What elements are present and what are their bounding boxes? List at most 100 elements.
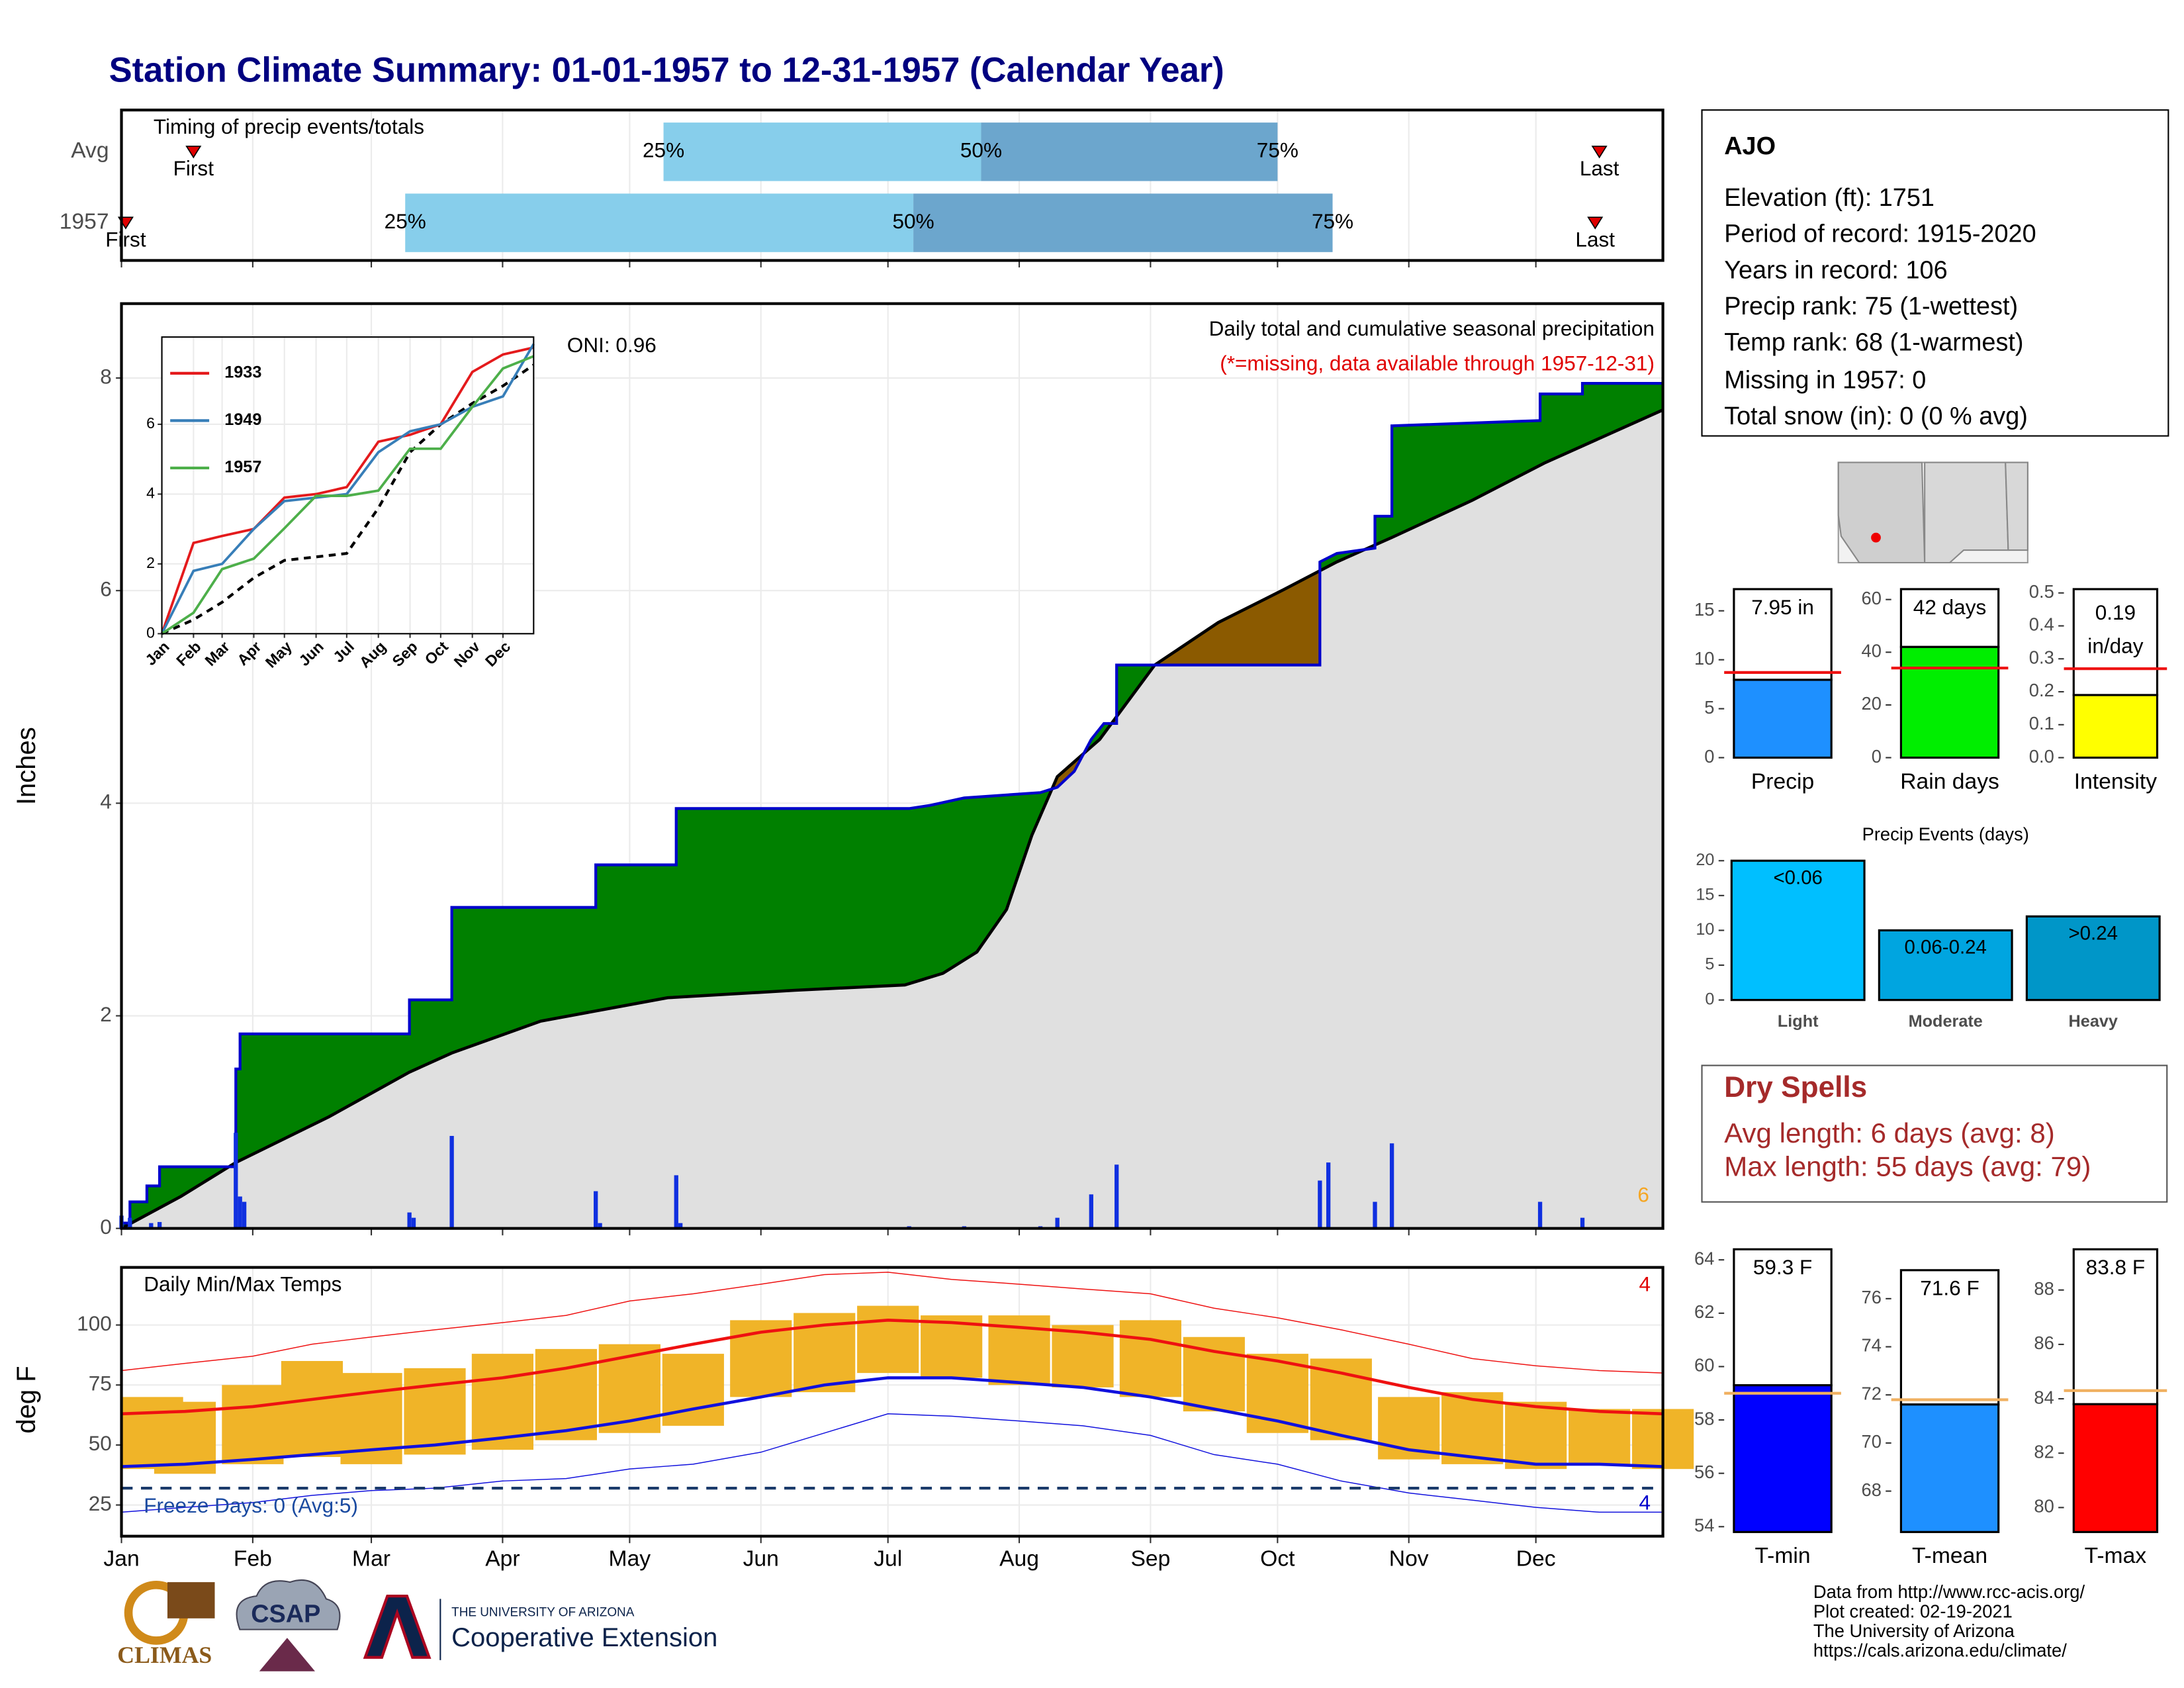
daily-bar (1115, 1164, 1119, 1229)
y-tick-label: 0.1 (2029, 713, 2054, 733)
timing-title: Timing of precip events/totals (154, 115, 424, 138)
x-tick-label: Jan (103, 1546, 139, 1571)
daily-temp-bar (857, 1305, 919, 1374)
timing-bar (913, 193, 1333, 252)
category-label: Intensity (2074, 769, 2158, 794)
value-label: 7.95 in (1751, 595, 1814, 619)
footer-line: Data from http://www.rcc-acis.org/ (1813, 1581, 2085, 1602)
timing-marker (1587, 216, 1604, 230)
series-line (161, 355, 535, 635)
x-tick-label: May (609, 1546, 651, 1571)
logo-text: CLIMAS (117, 1642, 212, 1668)
daily-bar (1326, 1162, 1331, 1229)
category-label: T-min (1754, 1544, 1810, 1568)
record-min-line (121, 1413, 1663, 1513)
panel-border (120, 1266, 1664, 1538)
info-line: Elevation (ft): 1751 (1724, 184, 1934, 212)
daily-bar (1373, 1201, 1377, 1229)
threshold-label: >0.24 (2068, 923, 2118, 945)
bar (1899, 1403, 2000, 1533)
y-tick-label: 0.3 (2029, 647, 2054, 667)
y-tick-label: 72 (1862, 1383, 1882, 1403)
logo-text: Cooperative Extension (451, 1623, 717, 1652)
daily-bar (1580, 1217, 1585, 1229)
value-box (1899, 1269, 2000, 1406)
x-tick-label: Oct (1260, 1546, 1295, 1571)
timing-bar (981, 122, 1278, 181)
record-low-count: 4 (1639, 1491, 1651, 1515)
info-line: Period of record: 1915-2020 (1724, 220, 2036, 248)
panel-border (120, 302, 1664, 1230)
value-box (2072, 1248, 2159, 1405)
x-tick-label: Mar (352, 1546, 390, 1571)
y-tick-label: 2 (146, 554, 155, 571)
daily-temp-bar (1119, 1320, 1181, 1397)
daily-temp-bar (1441, 1392, 1504, 1464)
station-dot (1871, 532, 1881, 543)
y-tick-label: 84 (2034, 1387, 2054, 1407)
locator-map (1837, 461, 2028, 564)
daily-temp-bar (1183, 1336, 1245, 1412)
station-name: AJO (1724, 132, 1776, 160)
daily-temp-bar (1310, 1358, 1372, 1440)
bar (1899, 645, 2000, 759)
y-axis-label: Inches (12, 727, 41, 805)
event-bar (1730, 859, 1866, 1002)
timing-bar (405, 193, 914, 252)
y-tick-label: 0.5 (2029, 581, 2054, 602)
bar (1733, 679, 1833, 759)
y-tick-label: 10 (1694, 648, 1714, 669)
category-label: T-mean (1912, 1544, 1987, 1568)
y-tick-label: 0 (1705, 990, 1714, 1008)
y-axis-label: deg F (12, 1366, 41, 1433)
y-tick-label: 8 (100, 364, 112, 388)
y-tick-label: 20 (1696, 851, 1714, 869)
record-high-count: 4 (1639, 1272, 1651, 1295)
percent-label: 75% (1257, 138, 1298, 162)
cumulative-line (121, 381, 1663, 1225)
legend-label: 1933 (224, 363, 261, 382)
legend-label: 1957 (224, 458, 261, 477)
y-tick-label: 60 (1694, 1355, 1714, 1376)
state-shape (1924, 461, 2009, 564)
x-tick-label: Sep (1130, 1546, 1170, 1571)
daily-temp-bar (471, 1354, 533, 1450)
percent-label: 25% (385, 209, 426, 233)
y-tick-label: 68 (1862, 1479, 1882, 1500)
logos: CLIMAS CSAP THE UNIVERSITY OF ARIZONA Co… (117, 1579, 717, 1671)
category-label: Rain days (1900, 769, 1999, 794)
daily-bar (407, 1212, 412, 1229)
category-label: Precip (1751, 769, 1814, 794)
y-tick-label: 88 (2034, 1278, 2054, 1299)
normal-line (161, 363, 535, 635)
page-title: Station Climate Summary: 01-01-1957 to 1… (109, 50, 1224, 89)
info-line: Missing in 1957: 0 (1724, 366, 1926, 394)
record-max-line (121, 1272, 1663, 1374)
value-label: 59.3 F (1753, 1255, 1812, 1279)
category-label: Light (1778, 1012, 1819, 1031)
y-tick-label: 75 (89, 1372, 112, 1395)
timing-marker (1591, 146, 1608, 159)
y-tick-label: 56 (1694, 1462, 1714, 1482)
daily-bar (594, 1191, 598, 1229)
y-tick-label: 60 (1862, 588, 1882, 608)
daily-bar (1537, 1201, 1543, 1229)
freeze-label: Freeze Days: 0 (Avg:5) (144, 1493, 358, 1517)
state-shape (2005, 461, 2028, 551)
normal-line (120, 408, 1664, 1230)
inset-border (161, 336, 535, 635)
y-tick-label: 20 (1862, 693, 1882, 714)
row-label: 1957 (60, 210, 109, 234)
y-tick-label: 40 (1862, 641, 1882, 661)
logo-text: CSAP (251, 1601, 320, 1628)
info-line: Precip rank: 75 (1-wettest) (1724, 293, 2018, 320)
y-tick-label: 0 (1872, 746, 1882, 767)
event-bar (1878, 929, 2013, 1002)
y-tick-label: 76 (1862, 1287, 1882, 1307)
daily-temp-bar (1569, 1409, 1631, 1464)
y-tick-label: 15 (1694, 599, 1714, 620)
footer-line: The University of Arizona (1813, 1620, 2015, 1641)
daily-temp-bar (921, 1315, 983, 1378)
